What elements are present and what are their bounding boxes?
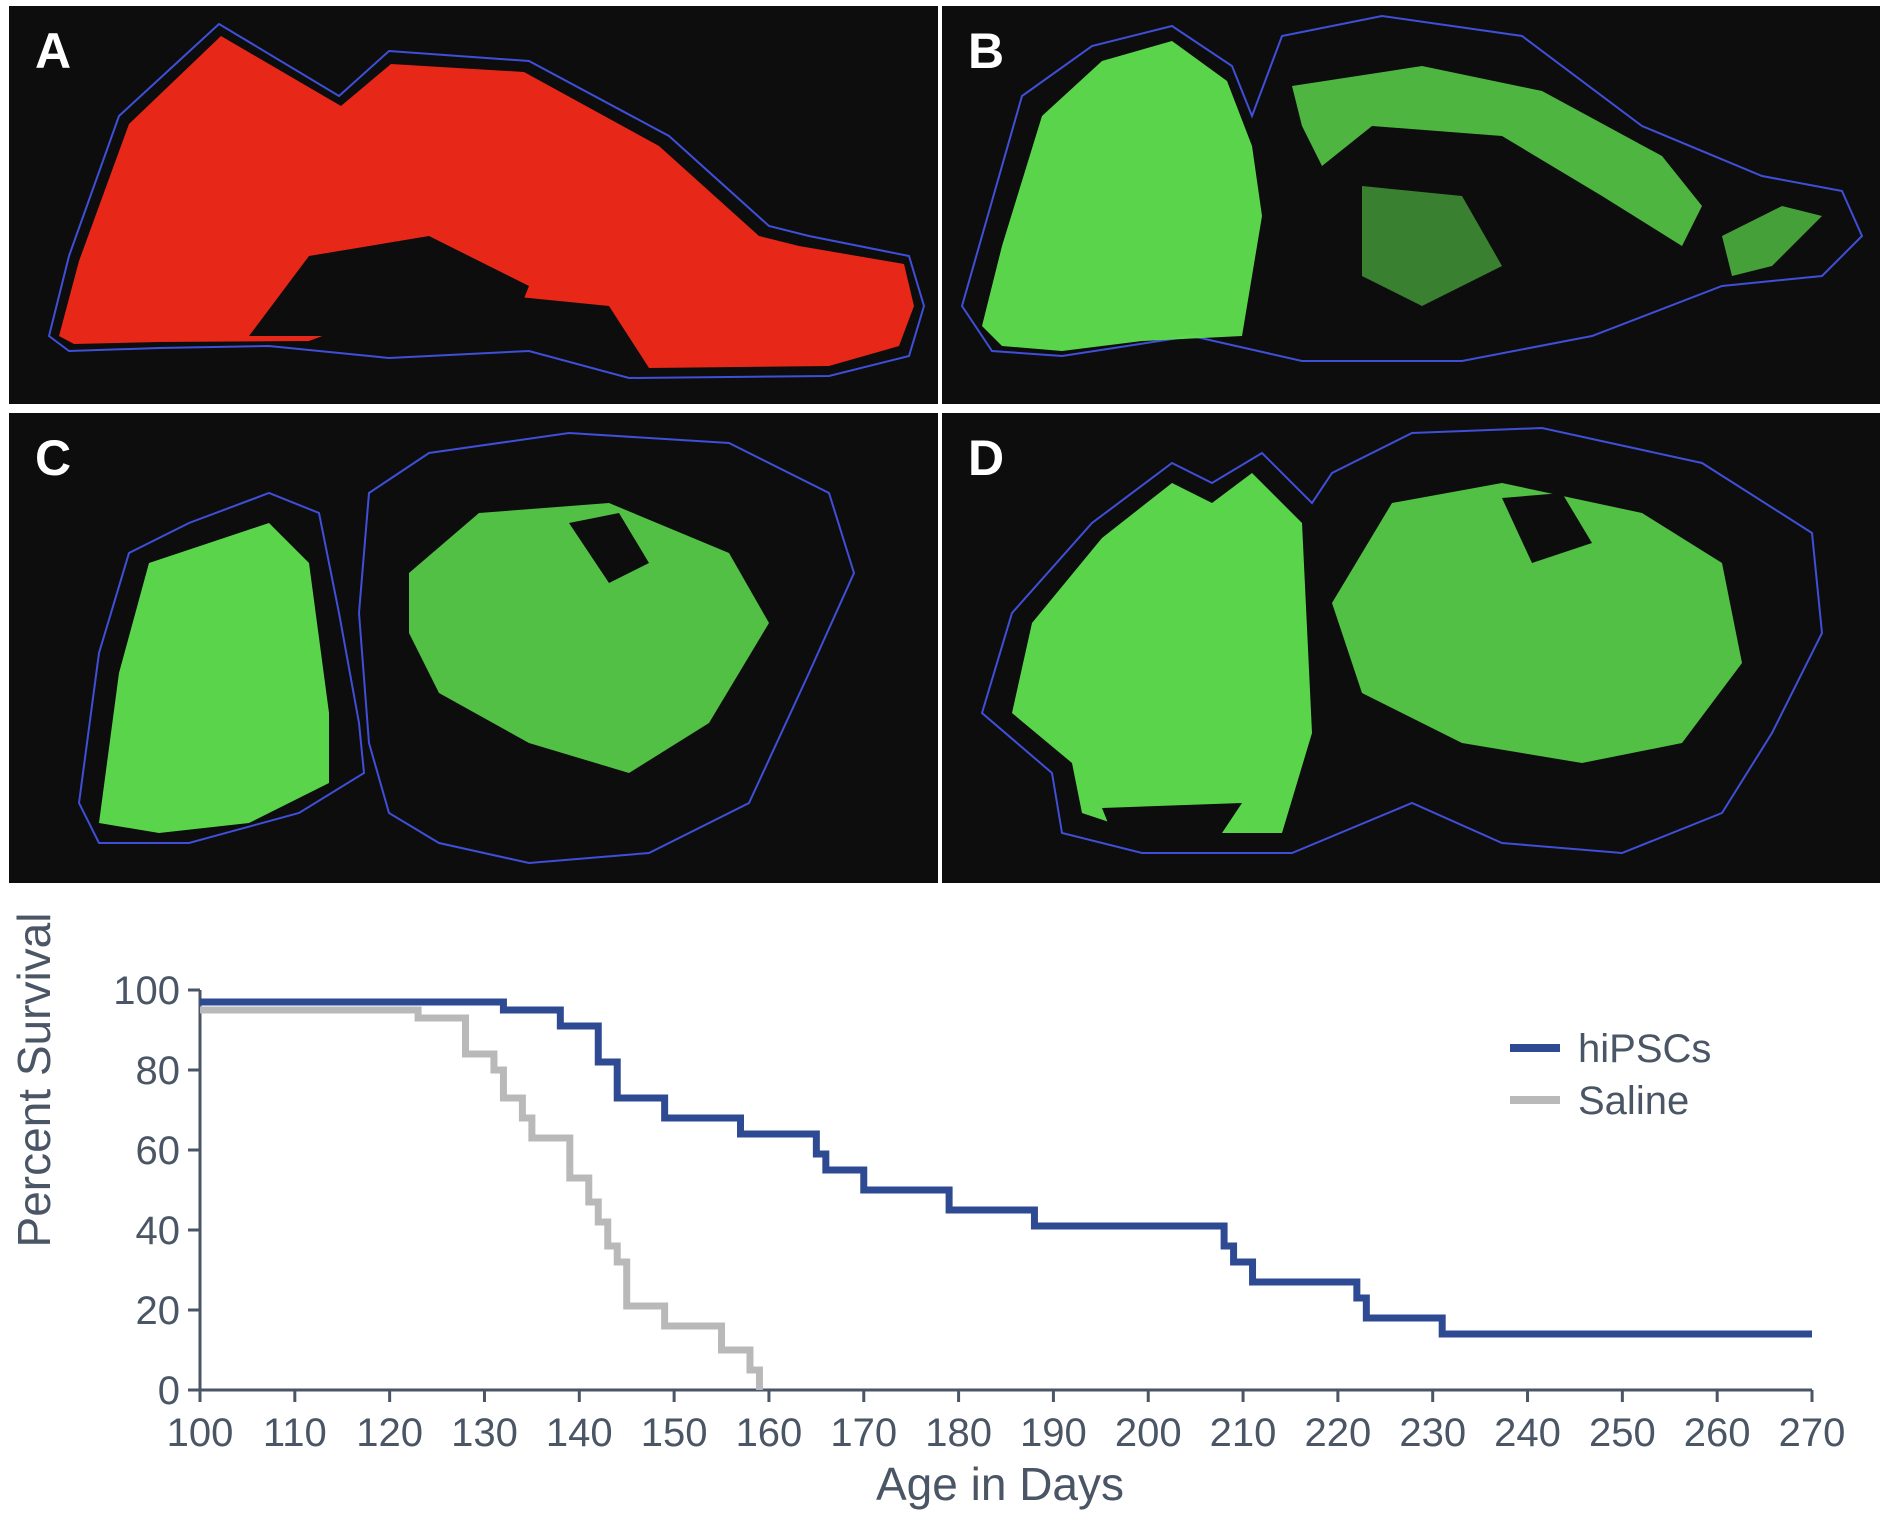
y-tick-label: 100 <box>113 969 180 1013</box>
y-tick-label: 80 <box>136 1049 181 1093</box>
x-tick-label: 260 <box>1684 1411 1751 1455</box>
y-axis-ticks: 0 20 40 60 80 100 <box>113 969 200 1413</box>
x-tick-label: 110 <box>263 1411 327 1455</box>
legend-label-saline: Saline <box>1578 1079 1689 1123</box>
chart-legend: hiPSCs Saline <box>1510 1027 1711 1123</box>
x-tick-label: 200 <box>1115 1411 1182 1455</box>
x-tick-label: 120 <box>356 1411 423 1455</box>
x-tick-label: 220 <box>1305 1411 1372 1455</box>
chart-axes <box>198 990 1812 1392</box>
panel-b-tissue-image <box>960 14 1864 362</box>
panel-a: A <box>9 6 938 404</box>
panel-d-label: D <box>968 430 1005 486</box>
series-line-hipscs <box>200 998 1812 1338</box>
panel-b: B <box>942 6 1880 404</box>
y-tick-label: 60 <box>136 1129 181 1173</box>
x-tick-label: 190 <box>1020 1411 1087 1455</box>
y-tick-label: 40 <box>136 1209 181 1253</box>
panel-a-tissue-image <box>47 22 926 380</box>
x-tick-label: 210 <box>1210 1411 1277 1455</box>
x-tick-label: 140 <box>546 1411 613 1455</box>
x-axis-label: Age in Days <box>876 1458 1124 1510</box>
x-tick-label: 150 <box>641 1411 708 1455</box>
panel-d: D <box>942 413 1880 883</box>
x-tick-label: 100 <box>167 1411 234 1455</box>
x-tick-label: 170 <box>830 1411 897 1455</box>
x-tick-label: 180 <box>925 1411 992 1455</box>
survival-chart: 0 20 40 60 80 100 100 110 120 130 140 150 160 170 180… <box>8 913 1846 1510</box>
y-tick-label: 0 <box>158 1369 180 1413</box>
x-tick-label: 270 <box>1779 1411 1846 1455</box>
panel-c-tissue-image <box>77 431 856 865</box>
x-tick-label: 250 <box>1589 1411 1656 1455</box>
panel-d-tissue-image <box>980 426 1824 855</box>
panel-c: C <box>9 413 938 883</box>
series-line-saline <box>200 1006 763 1390</box>
x-tick-label: 240 <box>1494 1411 1561 1455</box>
x-tick-label: 230 <box>1399 1411 1466 1455</box>
y-axis-label: Percent Survival <box>8 913 60 1248</box>
x-axis-ticks: 100 110 120 130 140 150 160 170 180 190 200 210 220 2… <box>167 1390 1846 1455</box>
x-tick-label: 160 <box>736 1411 803 1455</box>
legend-label-hipscs: hiPSCs <box>1578 1027 1711 1071</box>
series-layer <box>200 998 1812 1390</box>
y-tick-label: 20 <box>136 1289 181 1333</box>
panel-b-label: B <box>968 23 1005 79</box>
panel-c-label: C <box>35 430 72 486</box>
panel-a-label: A <box>35 23 72 79</box>
x-tick-label: 130 <box>451 1411 518 1455</box>
